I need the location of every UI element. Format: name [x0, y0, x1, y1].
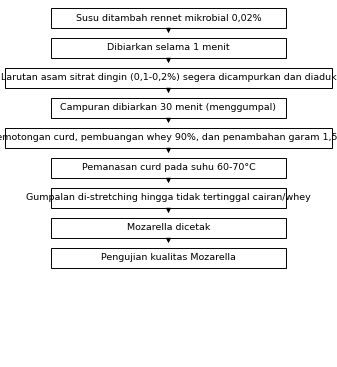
Text: Pemotongan curd, pembuangan whey 90%, dan penambahan garam 1,5%: Pemotongan curd, pembuangan whey 90%, da… [0, 134, 337, 142]
Text: Dibiarkan selama 1 menit: Dibiarkan selama 1 menit [107, 44, 230, 52]
Text: Pengujian kualitas Mozarella: Pengujian kualitas Mozarella [101, 254, 236, 262]
Text: Susu ditambah rennet mikrobial 0,02%: Susu ditambah rennet mikrobial 0,02% [76, 14, 261, 22]
Text: Gumpalan di-stretching hingga tidak tertinggal cairan/whey: Gumpalan di-stretching hingga tidak tert… [26, 193, 311, 203]
Bar [5, 68, 332, 88]
Text: Mozarella dicetak: Mozarella dicetak [127, 224, 210, 233]
Text: Campuran dibiarkan 30 menit (menggumpal): Campuran dibiarkan 30 menit (menggumpal) [61, 103, 276, 113]
Bar [51, 158, 286, 178]
Bar [51, 98, 286, 118]
Bar [51, 248, 286, 268]
Text: Larutan asam sitrat dingin (0,1-0,2%) segera dicampurkan dan diaduk: Larutan asam sitrat dingin (0,1-0,2%) se… [1, 73, 336, 83]
Bar [51, 188, 286, 208]
Text: Pemanasan curd pada suhu 60-70°C: Pemanasan curd pada suhu 60-70°C [82, 164, 255, 172]
Bar [51, 218, 286, 238]
Bar [5, 128, 332, 148]
Bar [51, 38, 286, 58]
Bar [51, 8, 286, 28]
